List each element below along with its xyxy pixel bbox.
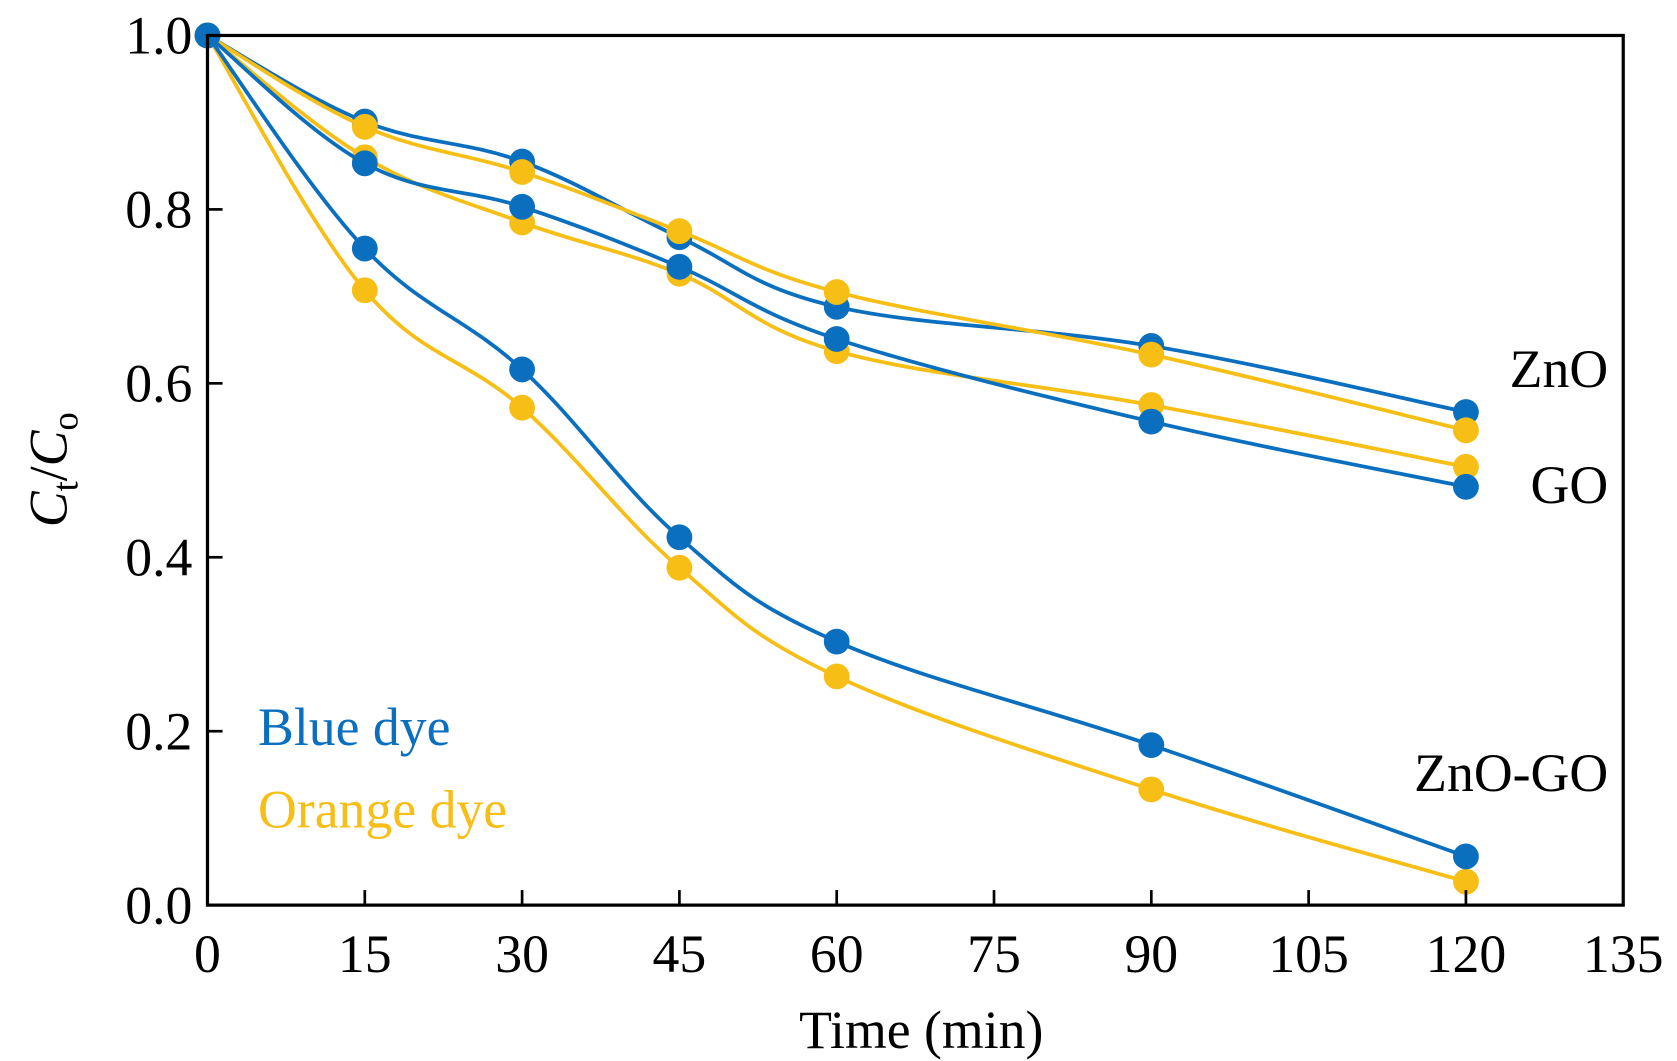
x-tick-label: 30 (495, 924, 549, 984)
data-point (509, 356, 535, 383)
x-tick-label: 75 (967, 924, 1021, 984)
data-point (1453, 453, 1479, 480)
series-go-orange (194, 22, 1479, 480)
y-tick-label: 0.6 (125, 354, 192, 414)
x-tick-label: 60 (810, 924, 864, 984)
data-point (1453, 868, 1479, 895)
legend-orange-dye: Orange dye (258, 780, 507, 840)
y-axis-label: Ct/Co (19, 412, 86, 527)
data-point (666, 218, 693, 245)
data-point (1453, 843, 1479, 870)
data-point (1453, 473, 1479, 500)
data-point (351, 150, 378, 177)
legend-blue-dye: Blue dye (258, 697, 451, 757)
series-zno-go-blue (194, 22, 1479, 870)
data-point (823, 326, 850, 352)
x-tick-label: 120 (1426, 924, 1507, 984)
y-tick-label: 0.4 (125, 528, 192, 588)
annotation-go: GO (1531, 455, 1609, 515)
x-tick-label: 90 (1124, 924, 1178, 984)
series-go-blue (194, 22, 1479, 500)
annotation-zno-go: ZnO-GO (1414, 743, 1608, 803)
x-tick-label: 0 (194, 924, 221, 984)
y-tick-label: 0.0 (125, 875, 192, 935)
series-zno-blue (194, 22, 1479, 425)
data-point (823, 279, 850, 305)
data-point (509, 159, 535, 185)
data-point (1138, 341, 1165, 368)
x-tick-label: 15 (338, 924, 392, 984)
y-tick-label: 0.8 (125, 180, 192, 240)
series-zno-go-orange (194, 22, 1479, 895)
data-point (351, 113, 378, 140)
series-layer (194, 22, 1479, 895)
x-tick-label: 45 (653, 924, 707, 984)
data-point (1138, 732, 1165, 759)
series-line (206, 33, 1467, 469)
annotation-zno: ZnO (1510, 339, 1609, 399)
data-point (1453, 399, 1479, 425)
y-tick-label: 0.2 (125, 701, 192, 761)
data-point (509, 193, 535, 220)
data-point (1138, 408, 1165, 435)
y-tick-label: 1.0 (125, 6, 192, 66)
data-point (509, 394, 535, 421)
data-point (666, 524, 693, 551)
x-axis-label: Time (min) (799, 1000, 1043, 1060)
data-point (666, 554, 693, 581)
plot-frame (205, 33, 1625, 907)
data-point (1138, 776, 1165, 803)
series-line (206, 34, 1467, 489)
x-tick-label: 105 (1268, 924, 1349, 984)
data-point (1453, 417, 1479, 444)
ticks-layer: 0 15 30 45 60 75 90 105 120 135 0.0 0.2 0.4 0.6 0.8 1.0 (125, 6, 1663, 984)
x-tick-label: 135 (1583, 924, 1664, 984)
series-zno-orange (194, 22, 1479, 444)
data-point (351, 277, 378, 304)
data-point (823, 663, 850, 690)
data-point (666, 253, 693, 280)
data-point (351, 235, 378, 262)
data-point (823, 628, 850, 655)
